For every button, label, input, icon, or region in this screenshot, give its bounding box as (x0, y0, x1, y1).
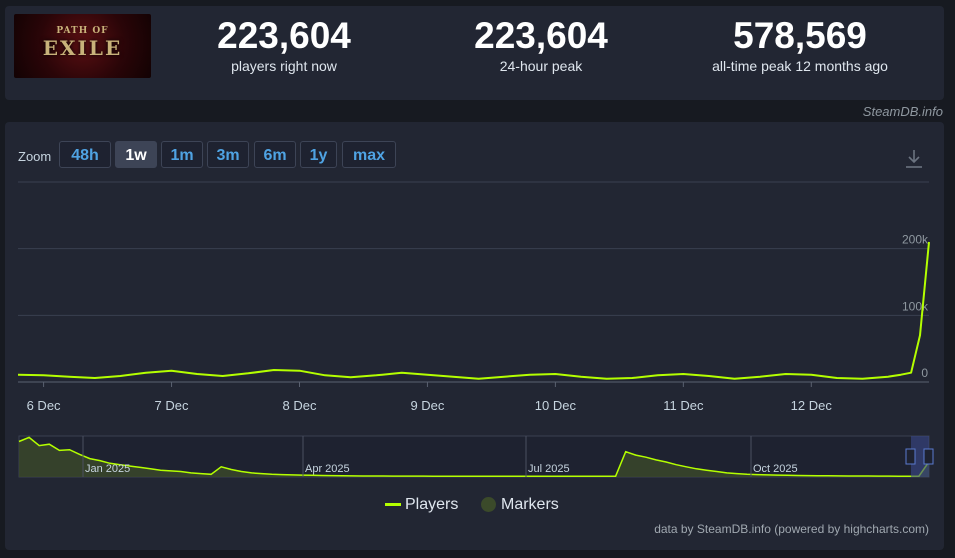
x-tick-label: 7 Dec (155, 398, 189, 413)
legend-markers-label: Markers (501, 496, 559, 513)
steamdb-credit-top[interactable]: SteamDB.info (862, 104, 943, 119)
zoom-button-6m[interactable]: 6m (254, 141, 296, 168)
stat-current: 223,604 players right now (154, 15, 414, 75)
legend-players[interactable]: Players (385, 496, 458, 514)
navigator-area (19, 437, 929, 477)
zoom-label: Zoom (18, 149, 52, 164)
stat-alltime-value: 578,569 (733, 15, 867, 56)
stat-24h-peak: 223,604 24-hour peak (411, 15, 671, 75)
zoom-button-1m[interactable]: 1m (161, 141, 203, 168)
navigator-handle-right[interactable] (923, 448, 934, 465)
game-logo[interactable]: PATH OF EXILE (14, 14, 151, 78)
y-tick-label: 200k (902, 233, 929, 247)
zoom-button-3m[interactable]: 3m (207, 141, 249, 168)
y-tick-label: 0 (921, 366, 928, 380)
zoom-button-max[interactable]: max (342, 141, 396, 168)
stat-alltime-label: all-time peak 12 months ago (712, 58, 888, 74)
x-tick-label: 12 Dec (791, 398, 833, 413)
navigator-selection (911, 436, 929, 477)
x-tick-label: 8 Dec (283, 398, 317, 413)
logo-line1: PATH OF (56, 26, 109, 36)
legend-players-swatch (385, 503, 401, 507)
y-tick-label: 100k (902, 299, 929, 313)
x-tick-label: 10 Dec (535, 398, 577, 413)
navigator-handle-left[interactable] (905, 448, 916, 465)
zoom-button-1y[interactable]: 1y (300, 141, 337, 168)
stat-current-label: players right now (231, 58, 337, 74)
x-tick-label: 6 Dec (27, 398, 61, 413)
chart-panel (5, 122, 944, 550)
navigator-line (18, 436, 930, 477)
stat-alltime-peak: 578,569 all-time peak 12 months ago (670, 15, 930, 75)
x-tick-label: 9 Dec (410, 398, 444, 413)
stat-current-value: 223,604 (217, 15, 351, 56)
navigator-x-label: Jul 2025 (528, 463, 570, 475)
legend-markers-swatch (481, 497, 496, 513)
zoom-button-1w[interactable]: 1w (115, 141, 157, 168)
steamdb-credit-bottom[interactable]: data by SteamDB.info (powered by highcha… (654, 522, 929, 536)
x-tick-label: 11 Dec (663, 398, 704, 413)
logo-line2: EXILE (42, 36, 123, 60)
legend-markers[interactable]: Markers (481, 496, 559, 514)
legend-players-label: Players (405, 496, 459, 513)
players-series-line (17, 241, 930, 380)
download-icon[interactable] (904, 148, 924, 170)
stat-24h-value: 223,604 (474, 15, 608, 56)
stat-24h-label: 24-hour peak (499, 58, 583, 74)
navigator-x-label: Apr 2025 (305, 463, 350, 475)
stats-bar (5, 6, 944, 100)
navigator-x-label: Oct 2025 (753, 463, 798, 475)
zoom-button-48h[interactable]: 48h (59, 141, 111, 168)
navigator-x-label: Jan 2025 (85, 463, 130, 475)
